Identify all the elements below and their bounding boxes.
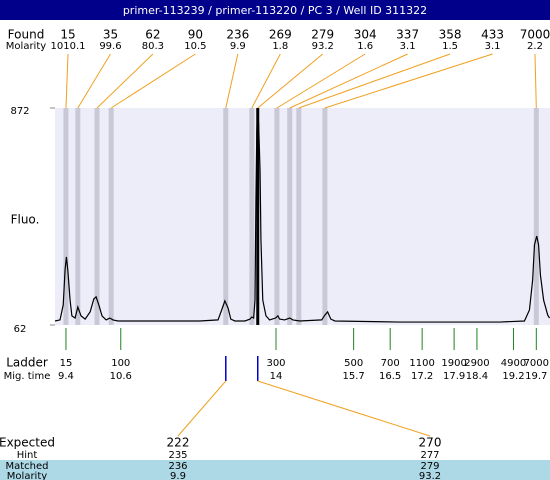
exp-molarity-label: Molarity bbox=[7, 471, 47, 480]
expected-connector bbox=[177, 380, 227, 437]
title: primer-113239 / primer-113220 / PC 3 / W… bbox=[123, 4, 427, 17]
peak-band bbox=[63, 108, 69, 325]
plot-area bbox=[55, 108, 550, 325]
peak-connector bbox=[298, 53, 451, 109]
expected-size: 222 bbox=[167, 436, 190, 450]
ladder-label: Ladder bbox=[6, 356, 48, 370]
matched: 279 bbox=[420, 461, 439, 472]
peak-band bbox=[108, 108, 114, 325]
found-size: 90 bbox=[188, 28, 203, 42]
ladder-size: 7000 bbox=[524, 358, 549, 369]
ladder-size: 500 bbox=[344, 358, 363, 369]
y-tick-label: 872 bbox=[10, 106, 29, 117]
peak-band bbox=[223, 108, 229, 325]
found-molarity: 93.2 bbox=[312, 41, 334, 52]
peak-connector bbox=[324, 53, 493, 109]
peak-connector bbox=[257, 53, 324, 109]
peak-connector bbox=[225, 53, 239, 109]
found-molarity: 99.6 bbox=[99, 41, 121, 52]
ladder-size: 1900 bbox=[441, 358, 466, 369]
found-size: 15 bbox=[60, 28, 75, 42]
peak-connector bbox=[77, 53, 111, 109]
found-molarity: 80.3 bbox=[142, 41, 164, 52]
peak-connector bbox=[276, 53, 366, 109]
found-molarity: 1.6 bbox=[357, 41, 373, 52]
hint-label: Hint bbox=[17, 450, 38, 461]
found-size: 269 bbox=[269, 28, 292, 42]
y-tick-label: 62 bbox=[14, 324, 27, 335]
peak-band bbox=[296, 108, 302, 325]
found-size: 236 bbox=[226, 28, 249, 42]
ladder-time: 9.4 bbox=[58, 371, 74, 382]
ladder-time: 10.6 bbox=[110, 371, 132, 382]
trace bbox=[54, 109, 550, 323]
peak-band bbox=[75, 108, 81, 325]
peak-band bbox=[94, 108, 100, 325]
peak-connector bbox=[65, 53, 69, 109]
ladder-time: 19.7 bbox=[525, 371, 547, 382]
found-label: Found bbox=[8, 28, 45, 42]
peak-band bbox=[256, 108, 260, 325]
ladder-time: 14 bbox=[270, 371, 283, 382]
y-axis-label: Fluo. bbox=[11, 213, 40, 227]
found-size: 304 bbox=[354, 28, 377, 42]
ladder-time: 15.7 bbox=[343, 371, 365, 382]
found-molarity: 9.9 bbox=[230, 41, 246, 52]
peak-band bbox=[287, 108, 293, 325]
ladder-size: 100 bbox=[111, 358, 130, 369]
peak-band bbox=[249, 108, 255, 325]
peak-band bbox=[274, 108, 280, 325]
peak-connector bbox=[96, 53, 154, 109]
ladder-size: 15 bbox=[60, 358, 73, 369]
ladder-time: 18.4 bbox=[466, 371, 488, 382]
ladder-time: 17.2 bbox=[411, 371, 433, 382]
matched: 236 bbox=[168, 461, 187, 472]
peak-connector bbox=[251, 53, 281, 109]
expected-label: Expected bbox=[0, 436, 55, 450]
expected-connector bbox=[257, 380, 431, 437]
molarity-label: Molarity bbox=[6, 41, 46, 52]
found-size: 279 bbox=[311, 28, 334, 42]
ladder-size: 700 bbox=[381, 358, 400, 369]
found-molarity: 10.5 bbox=[184, 41, 206, 52]
hint: 235 bbox=[168, 450, 187, 461]
peak-band bbox=[533, 108, 539, 325]
expected-size: 270 bbox=[419, 436, 442, 450]
found-size: 7000 bbox=[520, 28, 550, 42]
found-molarity: 3.1 bbox=[485, 41, 501, 52]
peak-band bbox=[322, 108, 328, 325]
mig-time-label: Mig. time bbox=[4, 371, 51, 382]
peak-connector bbox=[110, 53, 196, 109]
ladder-size: 4900 bbox=[501, 358, 526, 369]
ladder-time: 16.5 bbox=[379, 371, 401, 382]
found-size: 358 bbox=[439, 28, 462, 42]
ladder-size: 300 bbox=[266, 358, 285, 369]
found-molarity: 3.1 bbox=[400, 41, 416, 52]
peak-connector bbox=[534, 53, 537, 109]
ladder-size: 1100 bbox=[409, 358, 434, 369]
found-size: 62 bbox=[145, 28, 160, 42]
found-molarity: 1.5 bbox=[442, 41, 458, 52]
matched-label: Matched bbox=[5, 461, 48, 472]
ladder-size: 2900 bbox=[464, 358, 489, 369]
title-bar bbox=[0, 0, 550, 20]
found-molarity: 1.8 bbox=[272, 41, 288, 52]
found-molarity: 1010.1 bbox=[51, 41, 86, 52]
ladder-time: 19.2 bbox=[502, 371, 524, 382]
expected-molarity: 9.9 bbox=[170, 471, 186, 480]
peak-connector bbox=[289, 53, 408, 109]
hint: 277 bbox=[420, 450, 439, 461]
matched-band bbox=[0, 460, 550, 480]
found-size: 433 bbox=[481, 28, 504, 42]
ladder-time: 17.9 bbox=[443, 371, 465, 382]
found-molarity: 2.2 bbox=[527, 41, 543, 52]
expected-molarity: 93.2 bbox=[419, 471, 441, 480]
found-size: 35 bbox=[103, 28, 118, 42]
found-size: 337 bbox=[396, 28, 419, 42]
